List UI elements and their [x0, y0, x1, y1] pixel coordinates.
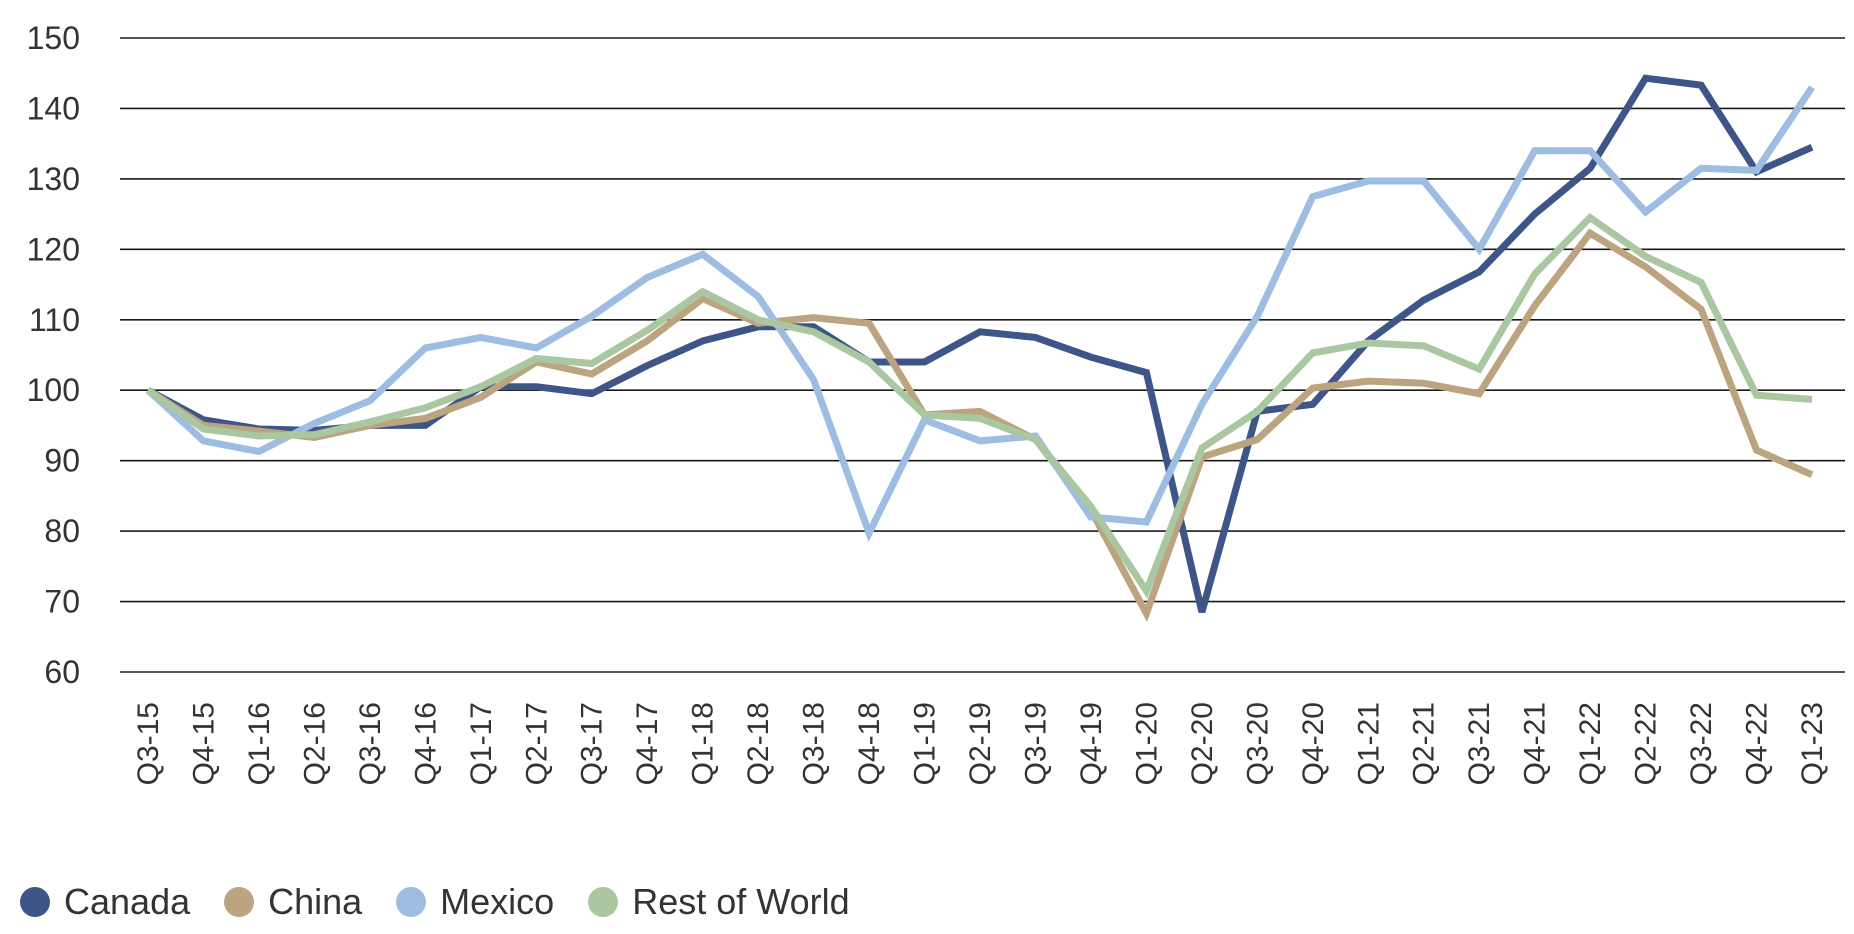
series-line-rest-of-world [145, 213, 1813, 599]
series-lines [145, 74, 1815, 623]
y-tick-label: 140 [27, 90, 80, 126]
x-tick-label: Q1-18 [687, 702, 720, 785]
x-tick-label: Q3-19 [1019, 702, 1052, 785]
x-tick-label: Q1-21 [1352, 702, 1385, 785]
x-tick-label: Q2-22 [1630, 702, 1663, 785]
x-tick-label: Q2-17 [520, 702, 553, 785]
x-tick-label: Q1-23 [1796, 702, 1829, 785]
series-line-canada [146, 74, 1814, 614]
y-tick-label: 110 [29, 302, 80, 338]
x-tick-label: Q3-16 [354, 702, 387, 785]
series-line-mexico [145, 85, 1815, 543]
legend: Canada China Mexico Rest of World [20, 880, 850, 924]
legend-swatch [396, 887, 427, 917]
legend-item-canada: Canada [20, 881, 190, 923]
line-chart: 60 70 80 90 100 110 120 130 140 150 Q3-15 Q4-15 Q1-… [27, 20, 1845, 785]
x-tick-label: Q4-17 [631, 702, 664, 785]
x-tick-label: Q4-19 [1075, 702, 1108, 785]
y-tick-label: 80 [44, 513, 80, 549]
y-tick-label: 90 [44, 443, 80, 479]
x-tick-label: Q4-21 [1519, 702, 1552, 785]
x-tick-label: Q1-17 [465, 702, 498, 785]
legend-label: Rest of World [632, 881, 850, 922]
legend-swatch [224, 887, 255, 917]
x-tick-label: Q2-16 [298, 702, 331, 785]
x-tick-label: Q4-22 [1741, 702, 1774, 785]
x-tick-label: Q4-18 [853, 702, 886, 785]
x-tick-label: Q3-21 [1463, 702, 1496, 785]
y-tick-label: 70 [44, 584, 80, 620]
x-tick-label: Q3-15 [132, 702, 165, 785]
legend-swatch [588, 887, 619, 917]
x-tick-label: Q1-19 [909, 702, 942, 785]
x-tick-label: Q1-22 [1574, 702, 1607, 785]
x-tick-label: Q1-20 [1130, 702, 1163, 785]
x-tick-label: Q1-16 [243, 702, 276, 785]
legend-item-rest-of-world: Rest of World [588, 881, 850, 923]
x-tick-label: Q3-17 [576, 702, 609, 785]
y-tick-label: 150 [27, 20, 80, 56]
x-tick-label: Q2-21 [1408, 702, 1441, 785]
x-tick-label: Q3-18 [798, 702, 831, 785]
x-tick-label: Q2-18 [742, 702, 775, 785]
x-axis-tick-labels: Q3-15 Q4-15 Q1-16 Q2-16 Q3-16 Q4-16 Q1-17 Q2-17… [132, 702, 1829, 785]
x-tick-label: Q3-22 [1685, 702, 1718, 785]
x-tick-label: Q4-16 [409, 702, 442, 785]
x-tick-label: Q2-20 [1186, 702, 1219, 785]
legend-label: China [268, 881, 363, 922]
series-line-china [146, 228, 1814, 623]
legend-swatch [20, 887, 50, 917]
y-axis-tick-labels: 60 70 80 90 100 110 120 130 140 150 [27, 20, 80, 690]
legend-label: Mexico [440, 881, 555, 922]
y-tick-label: 120 [27, 231, 80, 267]
legend-item-mexico: Mexico [396, 881, 554, 923]
x-tick-label: Q2-19 [964, 702, 997, 785]
x-tick-label: Q4-20 [1297, 702, 1330, 785]
legend-item-china: China [224, 881, 362, 923]
y-tick-label: 100 [27, 372, 80, 408]
y-tick-label: 130 [27, 161, 80, 197]
x-tick-label: Q3-20 [1241, 702, 1274, 785]
y-tick-label: 60 [44, 654, 80, 690]
legend-label: Canada [64, 881, 191, 922]
gridlines [120, 37, 1845, 673]
x-tick-label: Q4-15 [187, 702, 220, 785]
